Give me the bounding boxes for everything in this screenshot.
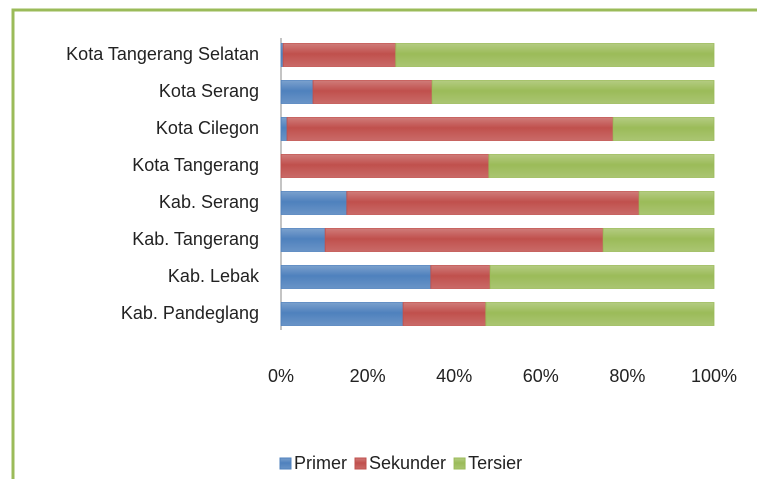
x-tick-label: 40% [436,366,472,386]
y-tick-label: Kota Tangerang [132,155,259,175]
bar-segment [488,154,715,178]
x-tick-label: 100% [691,366,737,386]
legend-label: Tersier [468,453,522,473]
y-tick-label: Kota Serang [159,81,259,101]
bar-segment [485,302,715,326]
bar-segment [280,80,314,104]
y-tick-label: Kab. Tangerang [132,229,259,249]
bar-segment [638,191,715,215]
legend-marker [453,457,466,470]
x-tick-label: 60% [523,366,559,386]
bar-segment [280,191,348,215]
frame [11,8,757,479]
y-tick-label: Kab. Lebak [168,266,260,286]
bar-segment [324,228,604,252]
y-tick-label: Kota Cilegon [156,118,259,138]
x-tick-label: 0% [268,366,294,386]
bar-segment [286,117,614,141]
bar-segment [282,43,397,67]
legend-label: Sekunder [369,453,446,473]
bar-segment [612,117,715,141]
bar-segment [431,80,715,104]
legend-label: Primer [294,453,347,473]
bar-segment [489,265,715,289]
bar-segment [280,117,288,141]
y-tick-label: Kota Tangerang Selatan [66,44,259,64]
bar-segment [395,43,715,67]
legend-marker [279,457,292,470]
legend-marker [354,457,367,470]
bar-segment [602,228,715,252]
bar-segment [280,265,432,289]
x-tick-label: 80% [609,366,645,386]
bar-segment [280,154,490,178]
bar-segment [280,228,326,252]
bar-segment [402,302,487,326]
y-tick-label: Kab. Serang [159,192,259,212]
bar-segment [346,191,640,215]
bar-segment [430,265,491,289]
bar-segment [280,302,404,326]
x-tick-label: 20% [350,366,386,386]
y-tick-label: Kab. Pandeglang [121,303,259,323]
bar-segment [312,80,433,104]
